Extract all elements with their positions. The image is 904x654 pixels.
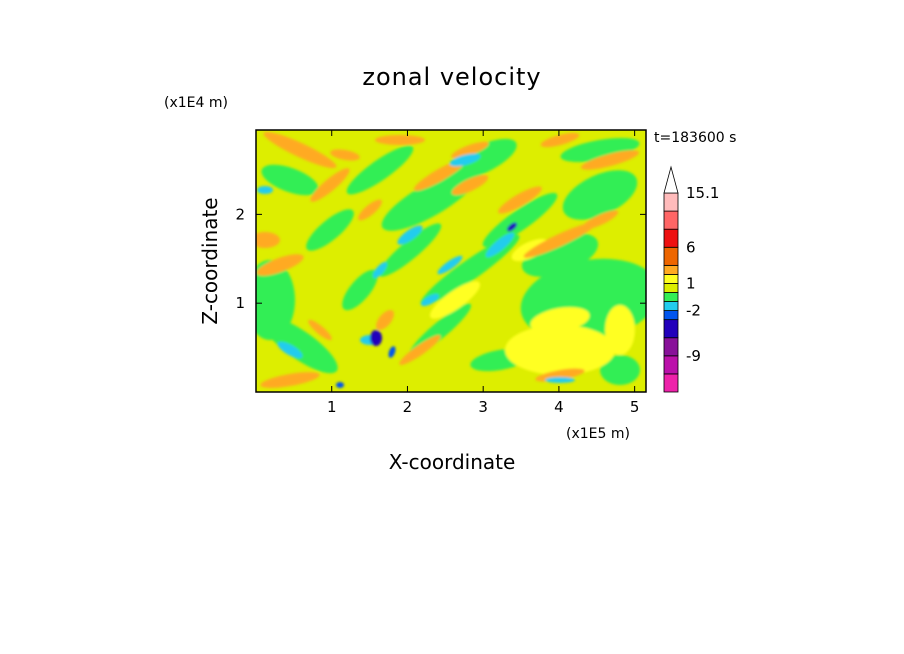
contour-region [451,174,489,196]
chart-title: zonal velocity [362,63,541,91]
contour-region [429,281,481,319]
colorbar-swatch [663,301,679,311]
contour-region [581,210,619,230]
x-tick-label: 2 [403,398,413,416]
contour-region [308,319,332,341]
contour-region [421,293,439,307]
contour-region [277,341,303,359]
colorbar-swatch [663,264,679,275]
contour-region [263,131,337,169]
contour-region [256,232,280,248]
colorbar-label: 1 [686,274,696,292]
plot-frame [255,129,647,393]
y-axis: 12 [235,205,646,312]
colorbar-swatch [663,228,679,248]
colorbar-swatch [663,355,679,375]
contour-region [498,186,542,214]
colorbar-swatch [663,274,679,284]
contour-region [413,159,467,191]
colorbar-swatch [663,310,679,321]
contour-region [256,254,304,276]
contour-region [451,141,489,159]
contour-region [261,164,319,196]
colorbar-label: -2 [686,302,701,320]
x-tick-label: 3 [478,398,488,416]
contour-region [545,377,575,383]
contour-region [562,170,638,220]
contour-region [346,145,414,195]
contour-region [342,269,378,311]
y-axis-label: Z-coordinate [198,197,222,324]
contour-region [530,307,590,333]
contour-region [523,222,597,258]
contour-region [540,132,580,148]
contour-region [507,222,517,232]
contour-region [310,168,350,202]
contour-region [376,310,394,330]
contour-region [485,232,515,258]
contour-region [505,325,615,375]
contour-region [443,138,517,182]
contour-region [397,225,423,245]
contour-region [437,255,463,275]
y-tick-label: 1 [235,294,245,312]
y-tick-label: 2 [235,205,245,223]
contour-region [449,153,481,167]
colorbar-swatch [663,319,679,339]
colorbar-swatch [663,246,679,266]
contour-region [330,149,360,161]
contour-region [600,355,640,385]
x-axis: 1 2 3 4 5 [327,130,639,416]
contour-region [482,192,558,248]
contour-region [336,382,344,388]
colorbar-swatch [663,192,679,212]
contour-region [560,137,640,163]
colorbar-swatch [663,292,679,302]
y-unit-label: (x1E4 m) [164,95,228,111]
colorbar-label: 6 [686,238,696,256]
contour-field [256,130,646,392]
x-unit-label: (x1E5 m) [566,426,630,442]
contour-region [580,150,640,170]
colorbar-swatch [663,373,679,393]
colorbar-label: -9 [686,347,701,365]
contour-region [257,186,273,194]
colorbar-swatch [663,283,679,293]
contour-region [535,368,585,382]
contour-region [306,209,354,251]
contour-region [381,169,479,231]
x-tick-label: 5 [630,398,640,416]
colorbar-swatch [663,337,679,357]
contour-region [372,261,388,279]
contour-region [358,199,382,221]
x-tick-label: 1 [327,398,337,416]
x-tick-label: 4 [554,398,564,416]
contour-region [256,260,295,340]
contour-region [370,330,382,346]
colorbar-label: 15.1 [686,184,719,202]
contour-region [388,346,396,358]
colorbar-swatch [663,210,679,230]
colorbar-extend-arrow [663,165,679,194]
colorbar: 15.1 6 1 -2 -9 [663,165,719,393]
x-axis-label: X-coordinate [389,450,516,474]
time-label: t=183600 s [654,130,736,146]
contour-region [605,305,635,355]
contour-region [378,223,442,277]
contour-region [260,372,320,388]
contour-region [399,335,441,365]
contour-region [375,135,425,145]
